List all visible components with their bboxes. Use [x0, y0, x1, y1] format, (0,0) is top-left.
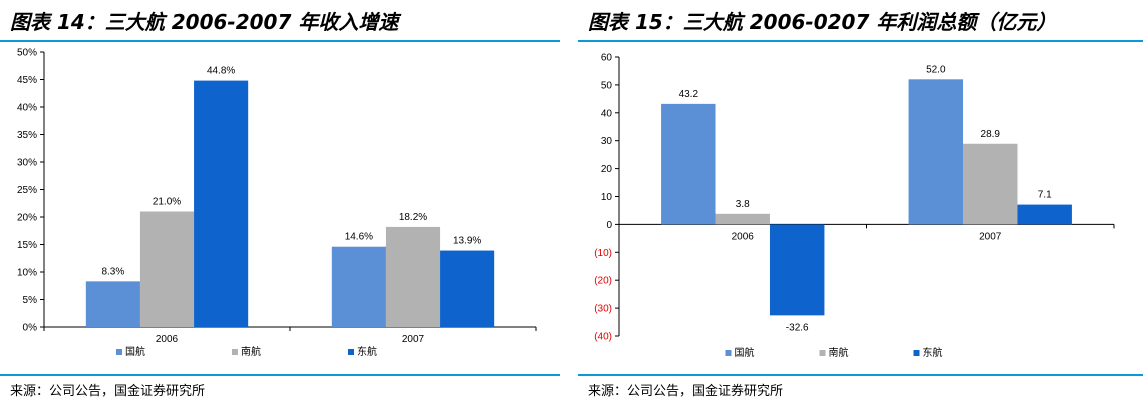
data-label: 18.2%: [399, 212, 427, 223]
y-tick-label: 40%: [17, 103, 37, 114]
legend-label: 东航: [357, 345, 377, 358]
y-tick-label: 20%: [17, 213, 37, 224]
legend-swatch: [913, 350, 920, 356]
data-label: 8.3%: [101, 266, 124, 277]
bar: [440, 250, 495, 327]
data-label: 13.9%: [453, 236, 481, 247]
legend-swatch: [819, 350, 826, 356]
x-tick-label: 2006: [156, 334, 179, 345]
source-note: 来源：公司公告，国金证券研究所: [10, 384, 206, 399]
bar: [331, 246, 386, 327]
y-tick-label: (30): [594, 304, 612, 315]
title-rule: [0, 40, 560, 42]
chart-panel-revenue-growth: 图表 14：三大航 2006-2007 年收入增速 0% 5% 10% 15% 20% 2…: [0, 0, 560, 402]
source-rule: [0, 374, 560, 376]
chart-title: 图表 14：三大航 2006-2007 年收入增速: [10, 10, 399, 34]
y-tick-label: 40: [601, 108, 613, 119]
bar: [963, 143, 1018, 225]
data-label: 44.8%: [207, 66, 235, 77]
chart-revenue-growth: 0% 5% 10% 15% 20% 25% 30% 35% 40% 45% 50% 8.3% 21.0%…: [17, 48, 537, 358]
legend-label: 南航: [829, 346, 849, 359]
chart-total-profit: 60 50 40 30 20 10 0 (10) (20) (30) (40) 43.2 3.8 -32.…: [594, 53, 1115, 359]
data-label: 21.0%: [153, 197, 181, 208]
data-label: 14.6%: [345, 232, 373, 243]
y-tick-label: 10: [601, 192, 613, 203]
y-tick-label: 20: [601, 164, 613, 175]
bar: [139, 211, 195, 327]
y-tick-label: 45%: [17, 75, 37, 86]
y-tick-label: 50: [601, 80, 613, 91]
y-tick-label: 50%: [17, 48, 37, 59]
bar: [769, 224, 825, 316]
y-tick-label: 0%: [23, 323, 38, 334]
data-label: 7.1: [1038, 190, 1052, 201]
bar: [85, 281, 140, 327]
y-tick-label: 5%: [23, 295, 38, 306]
y-tick-label: 60: [601, 53, 613, 64]
data-label: 52.0: [926, 64, 946, 75]
x-tick-label: 2006: [732, 231, 755, 242]
source-note: 来源：公司公告，国金证券研究所: [588, 384, 784, 399]
data-label: 3.8: [736, 199, 750, 210]
bar: [385, 226, 441, 327]
data-label: 43.2: [679, 89, 699, 100]
y-tick-label: 30: [601, 136, 613, 147]
legend-label: 国航: [125, 345, 145, 358]
data-label: 28.9: [981, 129, 1001, 140]
y-tick-label: (20): [594, 276, 612, 287]
bar: [194, 80, 249, 327]
data-label: -32.6: [786, 322, 809, 333]
bar: [715, 213, 770, 225]
bar: [908, 79, 964, 225]
x-tick-label: 2007: [979, 231, 1002, 242]
legend-swatch: [232, 349, 238, 355]
legend-swatch: [348, 349, 354, 355]
chart-panel-total-profit: 图表 15：三大航 2006-0207 年利润总额（亿元） 60 50 40 30 20…: [578, 0, 1143, 402]
legend-swatch: [116, 349, 122, 355]
y-tick-label: 10%: [17, 268, 37, 279]
x-tick-label: 2007: [402, 334, 425, 345]
bar: [1017, 204, 1072, 225]
title-rule: [578, 40, 1143, 42]
legend-label: 东航: [923, 346, 943, 359]
source-rule: [578, 374, 1143, 376]
y-tick-label: 35%: [17, 130, 37, 141]
y-tick-label: 25%: [17, 185, 37, 196]
y-tick-label: (40): [594, 332, 612, 343]
legend-label: 南航: [241, 345, 261, 358]
y-tick-label: 15%: [17, 240, 37, 251]
y-tick-label: 0: [606, 220, 612, 231]
y-tick-label: 30%: [17, 158, 37, 169]
legend-swatch: [725, 350, 732, 356]
y-tick-label: (10): [594, 248, 612, 259]
bar: [661, 103, 716, 225]
chart-title: 图表 15：三大航 2006-0207 年利润总额（亿元）: [588, 10, 1057, 34]
legend-label: 国航: [735, 346, 755, 359]
